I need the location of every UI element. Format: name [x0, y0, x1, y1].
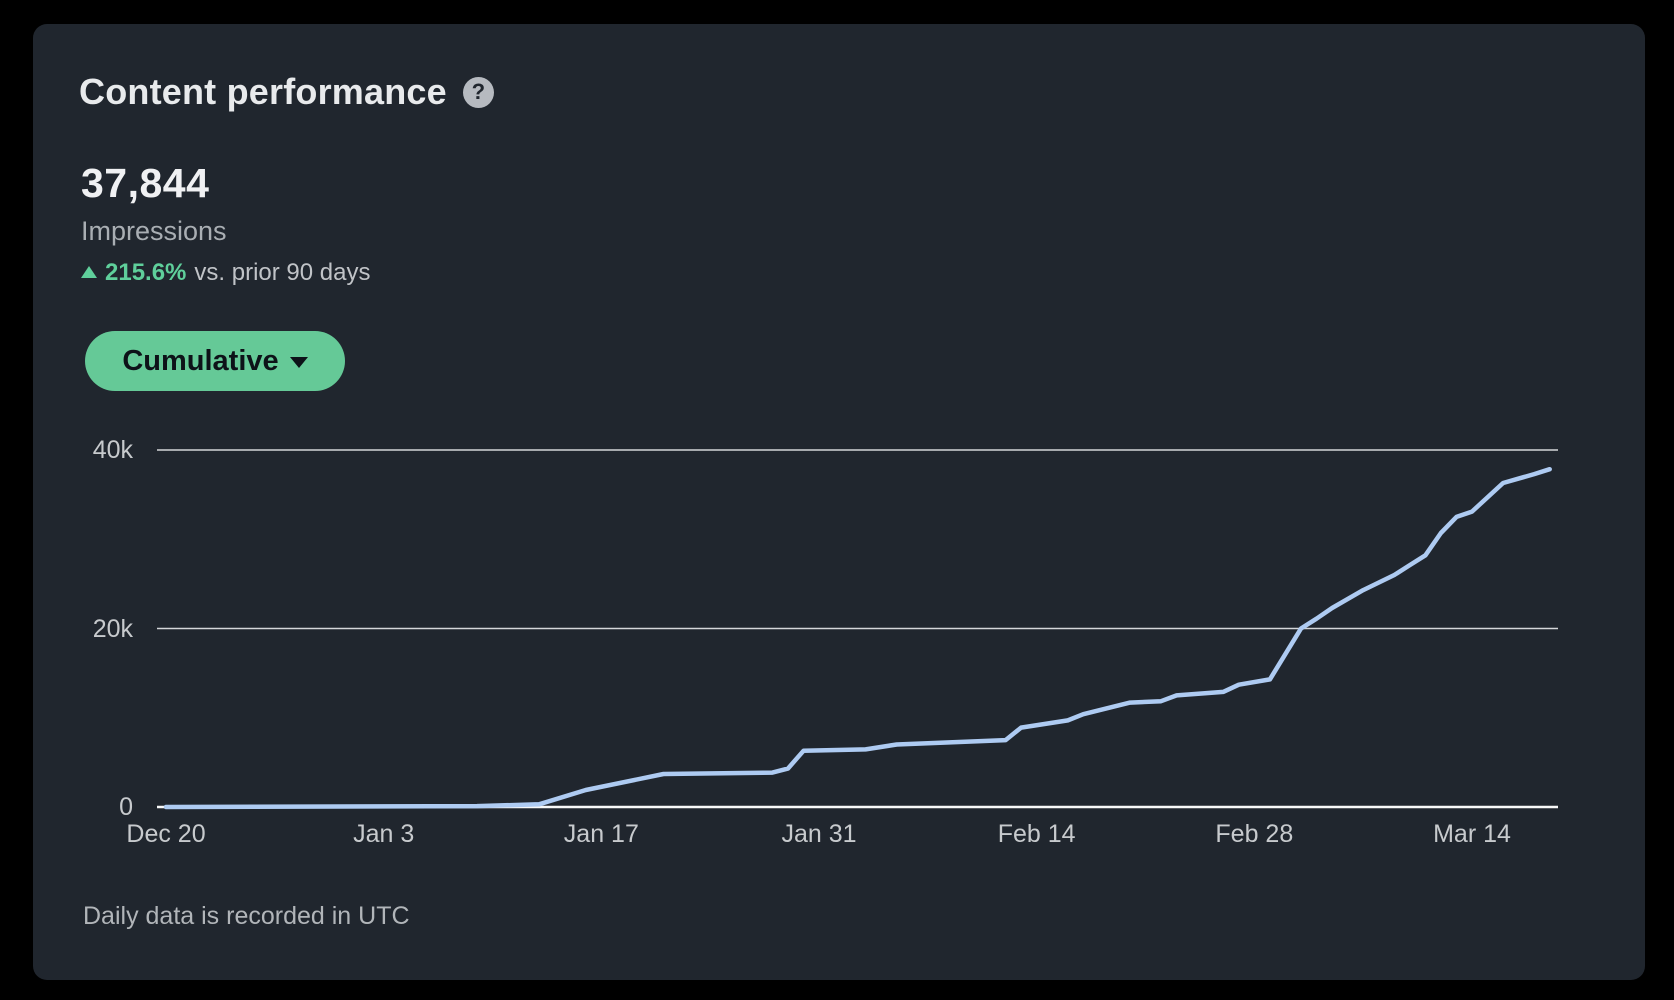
card-header: Content performance ? [79, 70, 494, 114]
impressions-chart[interactable]: 0 20k 40k Dec 20 Jan 3 Jan 17 Jan 31 Feb 14 Feb … [33, 24, 1645, 980]
cumulative-dropdown[interactable]: Cumulative [85, 331, 345, 391]
x-axis-label: Dec 20 [126, 820, 206, 848]
impressions-value: 37,844 [81, 160, 210, 206]
page-title: Content performance [79, 71, 447, 112]
trend-percent: 215.6% [105, 259, 187, 286]
help-icon[interactable]: ? [462, 76, 494, 108]
x-axis-label: Jan 31 [781, 820, 857, 848]
utc-note: Daily data is recorded in UTC [83, 902, 410, 930]
x-axis-label: Jan 17 [563, 820, 639, 848]
cumulative-dropdown-label: Cumulative [122, 344, 279, 377]
y-axis-label: 20k [92, 614, 133, 643]
x-axis-label: Feb 28 [1215, 820, 1294, 848]
impressions-line [163, 466, 1552, 810]
trend-indicator: 215.6% vs. prior 90 days [81, 256, 370, 290]
x-axis-label: Feb 14 [997, 820, 1076, 848]
x-axis-label: Mar 14 [1433, 820, 1511, 848]
x-axis-label: Jan 3 [353, 820, 415, 848]
impressions-label: Impressions [81, 216, 227, 246]
content-performance-card: Content performance ? 37,844 Impressions… [33, 24, 1645, 980]
trend-comparison: vs. prior 90 days [194, 259, 371, 286]
trend-up-icon [81, 266, 97, 278]
y-axis-label: 40k [92, 436, 133, 464]
y-axis-label: 0 [119, 793, 133, 821]
chart-canvas [157, 449, 1558, 810]
chevron-down-icon [289, 357, 308, 368]
